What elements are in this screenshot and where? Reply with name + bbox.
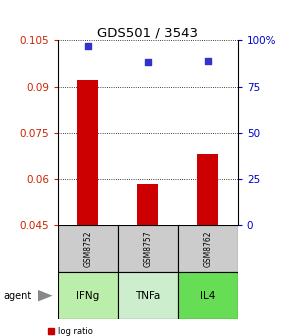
Text: TNFa: TNFa xyxy=(135,291,161,301)
Bar xyxy=(118,225,178,272)
Point xyxy=(146,60,150,65)
Text: agent: agent xyxy=(3,291,31,301)
Legend: log ratio, percentile rank within the sample: log ratio, percentile rank within the sa… xyxy=(48,327,200,336)
Title: GDS501 / 3543: GDS501 / 3543 xyxy=(97,26,198,39)
Text: GSM8757: GSM8757 xyxy=(143,230,153,267)
Polygon shape xyxy=(38,290,52,302)
Bar xyxy=(77,80,99,225)
Bar xyxy=(178,272,238,319)
Point xyxy=(86,43,90,48)
Text: GSM8762: GSM8762 xyxy=(203,230,212,267)
Bar xyxy=(118,272,178,319)
Bar xyxy=(137,183,158,225)
Bar xyxy=(178,225,238,272)
Point xyxy=(206,58,210,63)
Text: IFNg: IFNg xyxy=(76,291,99,301)
Bar xyxy=(58,225,118,272)
Bar xyxy=(58,272,118,319)
Bar xyxy=(197,154,218,225)
Text: IL4: IL4 xyxy=(200,291,215,301)
Text: GSM8752: GSM8752 xyxy=(84,230,93,267)
